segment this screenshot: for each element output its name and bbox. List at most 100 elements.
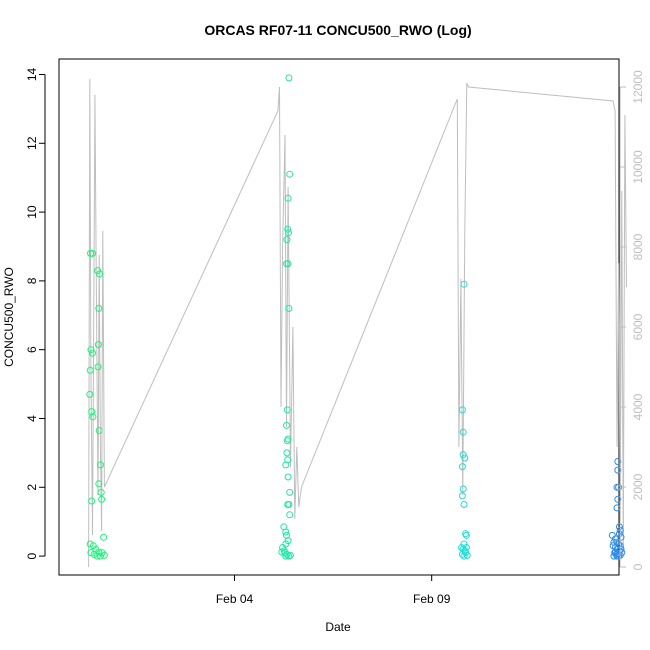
data-point xyxy=(462,531,470,539)
data-point xyxy=(284,260,292,268)
x-axis-label: Date xyxy=(325,620,351,634)
data-point xyxy=(285,501,293,508)
data-point xyxy=(463,551,471,559)
series-line xyxy=(88,78,627,568)
data-point xyxy=(460,552,468,560)
data-point xyxy=(94,341,102,348)
data-point xyxy=(95,548,103,556)
y-axis-label: CONCU500_RWO xyxy=(2,267,16,367)
data-point xyxy=(94,363,102,371)
data-point xyxy=(615,530,623,538)
data-point xyxy=(87,346,95,354)
x-tick-label: Feb 04 xyxy=(216,592,254,606)
data-point xyxy=(282,552,290,560)
data-point xyxy=(93,552,101,560)
data-point xyxy=(459,485,467,493)
data-point xyxy=(96,461,104,469)
y-tick-label: 4 xyxy=(25,415,39,422)
data-point xyxy=(283,406,291,414)
data-point xyxy=(100,551,108,559)
data-point xyxy=(614,495,622,503)
data-point xyxy=(87,249,94,257)
y2-tick-label: 6000 xyxy=(631,313,645,340)
data-point xyxy=(100,533,108,541)
data-point xyxy=(86,366,94,374)
data-point xyxy=(88,497,96,505)
data-point xyxy=(95,304,103,312)
data-point xyxy=(614,458,622,465)
data-point xyxy=(282,461,290,469)
points-layer xyxy=(86,74,626,560)
data-point xyxy=(283,449,291,457)
data-point xyxy=(284,473,292,481)
y2-tick-label: 8000 xyxy=(631,233,645,260)
point-group-1 xyxy=(86,249,108,560)
data-point xyxy=(281,549,289,557)
chart-title: ORCAS RF07-11 CONCU500_RWO (Log) xyxy=(204,22,471,38)
data-point xyxy=(283,421,290,429)
y2-tick-label: 4000 xyxy=(631,393,645,420)
data-point xyxy=(286,170,294,178)
data-point xyxy=(459,428,467,436)
data-point xyxy=(284,194,292,202)
data-point xyxy=(459,451,467,459)
data-point xyxy=(96,270,104,278)
data-point xyxy=(284,225,292,233)
data-point xyxy=(618,549,626,557)
data-point xyxy=(283,437,291,445)
point-group-3 xyxy=(458,280,471,560)
data-point xyxy=(614,466,622,474)
point-group-2 xyxy=(278,74,294,560)
x-tick-label: Feb 09 xyxy=(413,592,451,606)
data-point xyxy=(458,463,466,471)
data-point xyxy=(615,523,623,531)
point-group-4 xyxy=(608,458,626,560)
data-point xyxy=(96,552,104,560)
data-point xyxy=(278,548,286,556)
data-point xyxy=(285,229,292,237)
data-point xyxy=(95,427,103,434)
data-point xyxy=(282,528,290,536)
data-point xyxy=(95,480,103,488)
y2-tick-label: 0 xyxy=(631,563,645,570)
data-point xyxy=(94,267,102,275)
data-point xyxy=(460,501,468,508)
data-point xyxy=(287,551,294,559)
data-point xyxy=(89,249,96,257)
data-point xyxy=(458,492,466,500)
data-point xyxy=(460,280,468,288)
y2-tick-label: 12000 xyxy=(631,70,645,104)
data-point xyxy=(97,488,105,496)
y2-tick-label: 10000 xyxy=(631,150,645,184)
data-point xyxy=(283,236,291,244)
data-point xyxy=(617,533,625,541)
y2-tick-label: 2000 xyxy=(631,473,645,500)
data-point xyxy=(461,454,469,462)
y-tick-label: 8 xyxy=(25,277,39,284)
y-tick-label: 0 xyxy=(25,552,39,559)
data-point xyxy=(86,390,94,398)
data-point xyxy=(89,413,97,421)
data-point xyxy=(458,406,466,414)
data-point xyxy=(610,552,618,560)
data-point xyxy=(462,544,470,551)
y-tick-label: 6 xyxy=(25,346,39,353)
data-point xyxy=(285,74,293,82)
plot-frame xyxy=(58,58,620,576)
data-point xyxy=(88,408,96,416)
data-point xyxy=(89,349,96,357)
axes-layer: 0 2 4 6 8 10 12 14 0 2000 4000 6000 8000 10000 12000 Fe… xyxy=(25,68,645,606)
data-point xyxy=(286,511,294,519)
data-point xyxy=(460,540,468,548)
data-point xyxy=(285,304,293,312)
y-tick-label: 10 xyxy=(25,205,39,219)
y-tick-label: 2 xyxy=(25,484,39,491)
data-point xyxy=(286,488,294,496)
line-layer xyxy=(88,78,627,568)
data-point xyxy=(611,549,619,557)
y-tick-label: 12 xyxy=(25,136,39,150)
data-point xyxy=(98,495,106,503)
y-tick-label: 14 xyxy=(25,68,39,82)
